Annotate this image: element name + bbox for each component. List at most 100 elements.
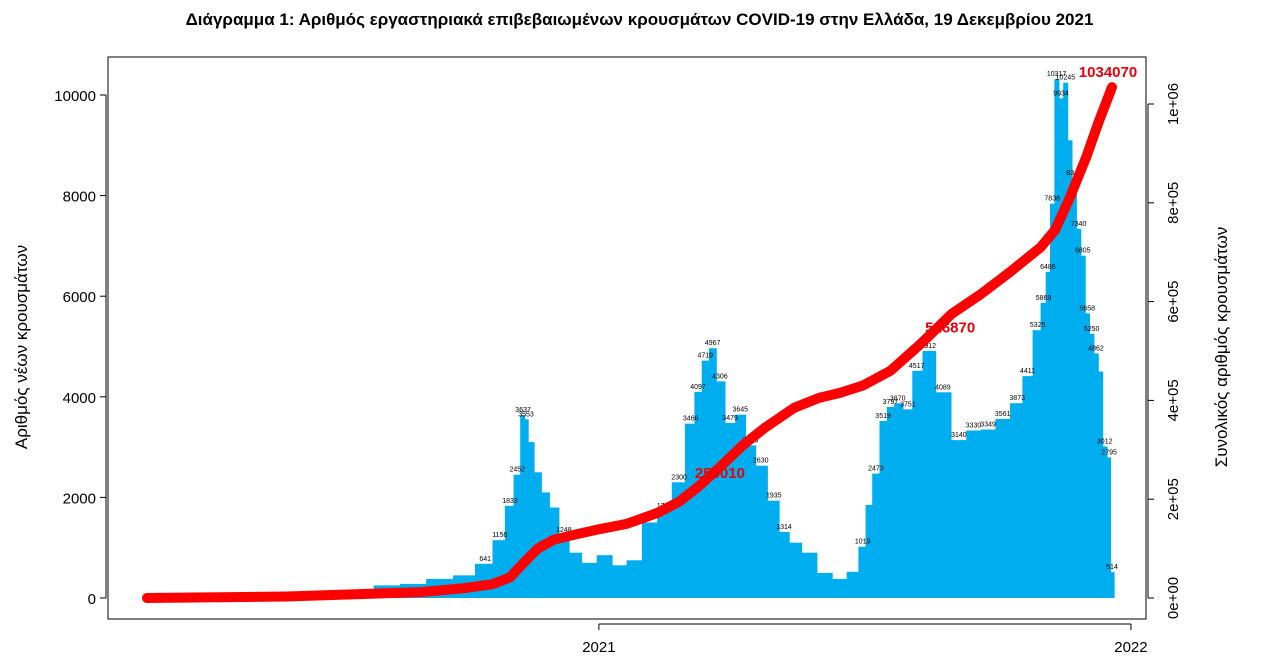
bar — [694, 391, 703, 598]
bar — [612, 565, 628, 598]
bar-label: 9934 — [1053, 90, 1069, 97]
bar — [902, 409, 913, 598]
bar-label: 7838 — [1044, 196, 1060, 203]
y-axis-right: 0e+00 2e+05 4e+05 6e+05 8e+05 1e+06 — [1147, 83, 1182, 619]
bar — [524, 419, 529, 598]
bar — [755, 465, 768, 598]
annotation-label: 1034070 — [1079, 64, 1137, 81]
bar-label: 3797 — [883, 399, 899, 406]
y2-tick-label: 8e+05 — [1165, 182, 1182, 224]
y-tick-label: 4000 — [63, 390, 96, 407]
plot-frame — [107, 56, 1147, 620]
bar — [549, 507, 560, 598]
bar — [879, 421, 888, 598]
bar-label: 1935 — [766, 493, 782, 500]
bar-label: 7340 — [1071, 221, 1087, 228]
bar-label: 3645 — [733, 407, 749, 414]
bar-label: 10245 — [1056, 75, 1076, 82]
bar — [1098, 371, 1104, 598]
chart-title: Διάγραμμα 1: Αριθμός εργαστηριακά επιβεβ… — [185, 10, 1094, 29]
bar-label: 6486 — [1040, 264, 1056, 271]
bar — [865, 504, 873, 598]
y2-tick-label: 2e+05 — [1165, 478, 1182, 520]
y-tick-label: 2000 — [63, 490, 96, 507]
bar — [1106, 457, 1112, 598]
bar-label: 3870 — [890, 395, 906, 402]
bar-label: 1156 — [492, 532, 507, 539]
bar — [504, 505, 515, 598]
bar — [767, 500, 780, 598]
bar — [778, 531, 790, 598]
bar — [735, 414, 746, 598]
bar-label: 4411 — [1020, 368, 1035, 375]
y-tick-label: 0 — [88, 591, 96, 608]
bar-label: 4719 — [698, 353, 714, 360]
y-tick-label: 10000 — [54, 88, 96, 105]
bar — [596, 555, 613, 598]
bar-label: 4097 — [690, 384, 706, 391]
bar — [1022, 376, 1034, 598]
x-tick-label: 2022 — [1114, 639, 1147, 656]
bar-label: 2300 — [671, 474, 687, 481]
bar — [816, 572, 833, 598]
bar — [922, 350, 937, 598]
bar — [846, 571, 859, 598]
bar — [1010, 403, 1023, 598]
bar — [1071, 178, 1077, 598]
bar — [1058, 98, 1064, 599]
bar — [912, 370, 924, 598]
bar — [581, 562, 598, 598]
bar — [492, 540, 506, 598]
bar-label: 3751 — [900, 401, 916, 408]
bar — [684, 423, 695, 598]
y2-tick-label: 1e+06 — [1165, 83, 1182, 125]
bar-label: 3519 — [875, 413, 891, 420]
annotations: 1034070 516870 259010 — [695, 64, 1137, 482]
bar-label: 3140 — [951, 432, 967, 439]
y-axis-label: Αριθμός νέων κρουσμάτων — [12, 244, 31, 450]
y2-tick-label: 6e+05 — [1165, 281, 1182, 323]
bar — [1076, 228, 1082, 599]
bar — [1110, 572, 1115, 598]
bar — [1045, 271, 1051, 598]
bar — [858, 546, 867, 598]
bar-label: 4517 — [909, 363, 925, 370]
x-tick-label: 2021 — [582, 639, 615, 656]
y2-tick-label: 4e+05 — [1165, 379, 1182, 421]
bar-label: 3637 — [515, 407, 531, 414]
bar-label: 5250 — [1084, 326, 1100, 333]
bar — [1050, 203, 1055, 598]
y2-tick-label: 0e+00 — [1165, 577, 1182, 619]
bar-label: 3873 — [1009, 395, 1025, 402]
bar-label: 2473 — [868, 466, 884, 473]
bar — [1054, 79, 1060, 599]
bar — [980, 429, 996, 598]
y-axis-left: 0 2000 4000 6000 8000 10000 — [54, 88, 107, 608]
bar-series-new — [176, 79, 1115, 599]
bar-label: 5658 — [1079, 305, 1095, 312]
bar — [1080, 255, 1086, 598]
bar — [1063, 82, 1069, 598]
bar — [534, 472, 542, 599]
bar-label: 3561 — [995, 411, 1011, 418]
bar-label: 6805 — [1075, 248, 1091, 255]
bar-label: 4912 — [921, 343, 937, 350]
bar — [886, 407, 895, 598]
bar — [1102, 446, 1108, 598]
bar — [716, 381, 726, 598]
bar — [641, 522, 658, 598]
bar-label: 10317 — [1047, 71, 1067, 78]
bar-label: 514 — [1106, 564, 1118, 571]
bar-label: 3466 — [683, 416, 699, 423]
bar — [657, 510, 673, 598]
bar — [995, 418, 1011, 598]
bar-label: 5869 — [1036, 295, 1052, 302]
bar — [935, 392, 952, 598]
bar-label: 4967 — [705, 340, 721, 347]
bar — [1085, 313, 1090, 598]
bar-label: 2630 — [753, 458, 769, 465]
bar — [1089, 333, 1095, 598]
bar — [569, 552, 582, 598]
bar — [950, 440, 967, 598]
bar-label: 3330 — [966, 423, 982, 430]
